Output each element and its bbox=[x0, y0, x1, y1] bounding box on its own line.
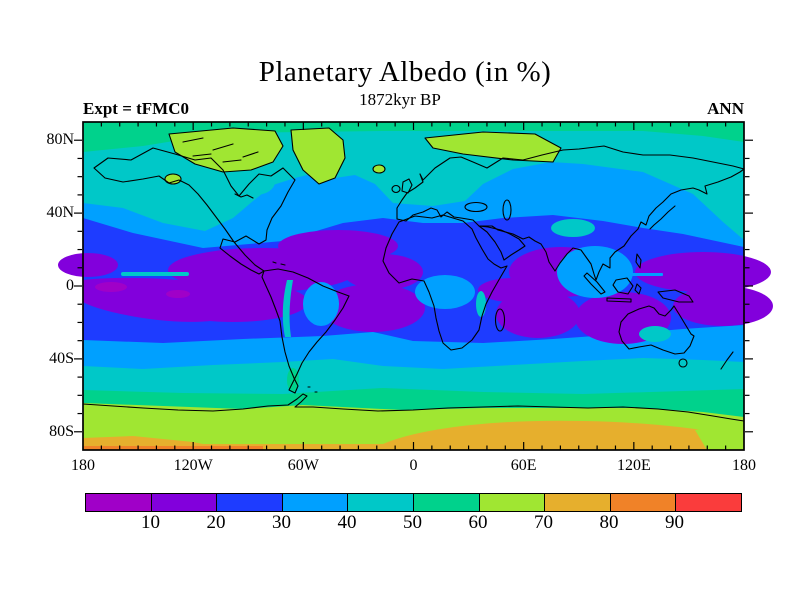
colorbar bbox=[85, 493, 742, 512]
colorbar-segment bbox=[86, 494, 151, 511]
colorbar-segment bbox=[675, 494, 741, 511]
y-tick-label: 80S bbox=[49, 422, 74, 440]
y-tick-label: 40N bbox=[46, 204, 74, 222]
y-tick-label: 80N bbox=[46, 131, 74, 149]
colorbar-tick-label: 20 bbox=[206, 512, 226, 533]
colorbar-tick-label: 10 bbox=[141, 512, 160, 533]
colorbar-tick-label: 50 bbox=[403, 512, 422, 533]
x-tick-label: 0 bbox=[409, 457, 418, 474]
experiment-label: Expt = tFMC0 bbox=[83, 99, 190, 118]
colorbar-segment bbox=[412, 494, 479, 511]
x-tick-label: 180 bbox=[71, 457, 95, 474]
x-tick-label: 60E bbox=[510, 457, 537, 474]
colorbar-segment bbox=[281, 494, 348, 511]
plot-subtitle: 1872kyr BP bbox=[359, 90, 441, 109]
colorbar-segment bbox=[347, 494, 413, 511]
colorbar-tick-label: 70 bbox=[534, 512, 553, 533]
x-tick-label: 180 bbox=[732, 457, 756, 474]
colorbar-tick-label: 90 bbox=[665, 512, 684, 533]
colorbar-segment bbox=[609, 494, 676, 511]
albedo-contour-map bbox=[58, 121, 773, 451]
plot-title: Planetary Albedo (in %) bbox=[258, 56, 552, 88]
colorbar-segment bbox=[544, 494, 610, 511]
x-tick-label: 120W bbox=[173, 457, 213, 474]
colorbar-tick-label: 60 bbox=[468, 512, 488, 533]
x-tick-label: 120E bbox=[616, 457, 651, 474]
colorbar-tick-label: 80 bbox=[599, 512, 619, 533]
colorbar-tick-label: 40 bbox=[337, 512, 357, 533]
map-frame bbox=[58, 121, 773, 451]
y-tick-label: 40S bbox=[49, 349, 74, 367]
colorbar-tick-label: 30 bbox=[272, 512, 291, 533]
y-tick-label: 0 bbox=[66, 277, 74, 294]
map-axis-ticks bbox=[74, 122, 753, 450]
colorbar-segment bbox=[150, 494, 217, 511]
colorbar-segment bbox=[216, 494, 282, 511]
colorbar-segment bbox=[478, 494, 545, 511]
x-tick-label: 60W bbox=[287, 457, 319, 474]
season-label: ANN bbox=[707, 99, 744, 118]
